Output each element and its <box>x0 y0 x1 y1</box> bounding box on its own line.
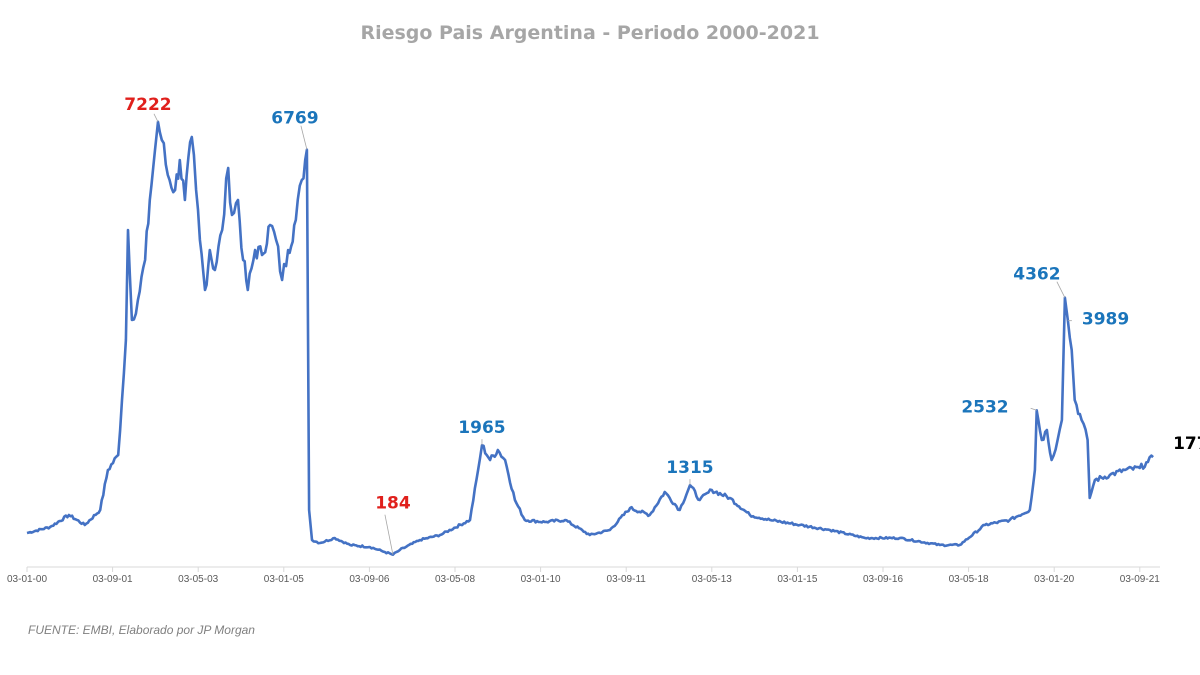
x-tick-label: 03-09-16 <box>863 574 903 585</box>
x-tick-label: 03-05-03 <box>178 574 218 585</box>
annotation-label-7222: 7222 <box>124 95 171 115</box>
annotation-label-4362: 4362 <box>1013 265 1060 285</box>
annotation-leader-line <box>153 113 159 123</box>
annotation-label-184: 184 <box>375 494 411 514</box>
x-tick-label: 03-01-00 <box>7 574 47 585</box>
x-tick-label: 03-09-11 <box>607 574 647 585</box>
x-tick-label: 03-01-15 <box>777 574 817 585</box>
x-tick-label: 03-05-13 <box>692 574 732 585</box>
x-tick-label: 03-01-05 <box>264 574 304 585</box>
annotation-label-1965: 1965 <box>458 418 505 438</box>
annotation-leader-line <box>384 514 394 555</box>
x-tick-label: 03-01-10 <box>521 574 561 585</box>
x-tick-label: 03-05-08 <box>435 574 475 585</box>
annotation-leader-line <box>1030 407 1037 411</box>
annotation-label-2532: 2532 <box>961 397 1008 417</box>
annotation-label-1315: 1315 <box>666 458 713 478</box>
source-note: FUENTE: EMBI, Elaborado por JP Morgan <box>28 623 255 637</box>
x-ticks: 03-01-00 03-09-01 03-05-03 03-01-05 03-09-06… <box>7 567 1160 585</box>
x-tick-label: 03-09-01 <box>93 574 133 585</box>
x-tick-label: 03-09-06 <box>349 574 389 585</box>
annotation-leader-line <box>300 125 308 150</box>
x-tick-label: 03-01-20 <box>1034 574 1074 585</box>
x-tick-label: 03-05-18 <box>949 574 989 585</box>
annotation-label-3989: 3989 <box>1082 310 1129 330</box>
annotation-leader-line <box>1056 281 1066 298</box>
annotation-label-6769: 6769 <box>271 109 318 129</box>
chart-title: Riesgo Pais Argentina - Periodo 2000-202… <box>360 22 819 44</box>
annotation-label-1771: 1771 <box>1173 434 1200 454</box>
annotations: 7222 6769 184 1965 1315 2532 4362 3989 1771 <box>124 95 1200 555</box>
series-line-riesgo-pais <box>26 120 1154 556</box>
x-tick-label: 03-09-21 <box>1120 574 1160 585</box>
